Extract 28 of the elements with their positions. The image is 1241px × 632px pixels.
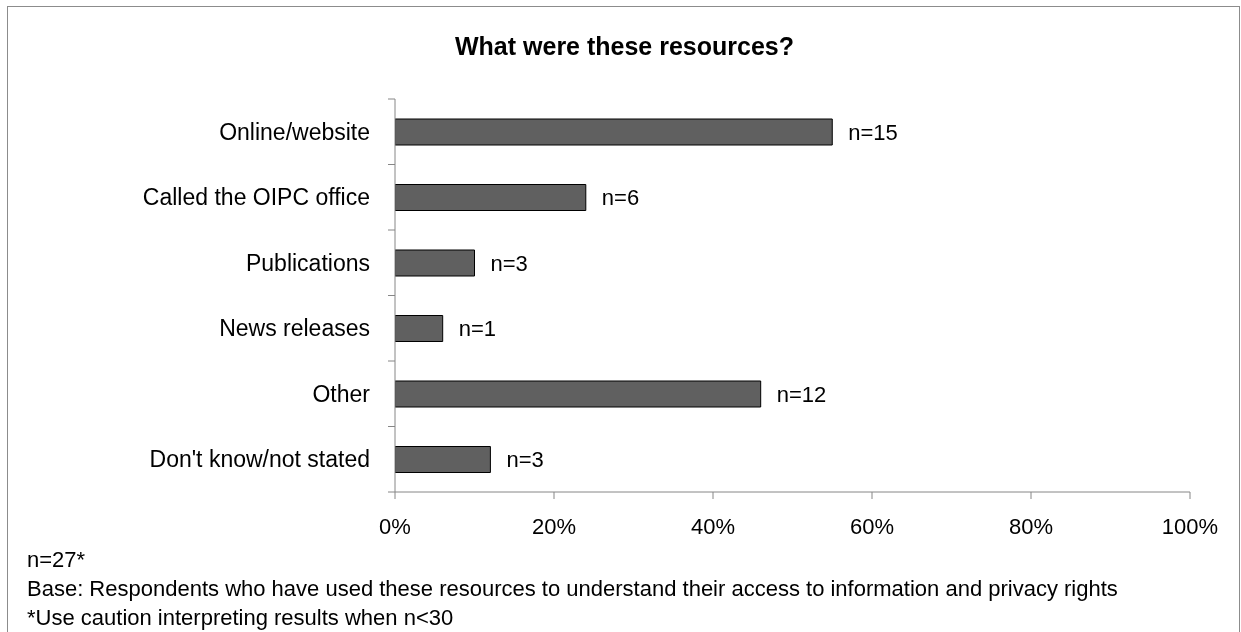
x-tick-label: 100%: [1161, 513, 1219, 539]
chart-title: What were these resources?: [454, 31, 795, 61]
annotation: n=1: [458, 316, 497, 342]
bar: [395, 446, 491, 473]
y-tick-label: News releases: [219, 315, 370, 342]
annotation: n=12: [776, 381, 827, 407]
y-tick-label: Don't know/not stated: [149, 446, 370, 473]
annotation: n=15: [848, 119, 898, 145]
annotation: n=6: [601, 185, 640, 211]
bar: [395, 315, 444, 342]
y-tick-label: Publications: [245, 249, 370, 276]
x-tick-label: 80%: [1008, 513, 1054, 539]
x-tick-label: 40%: [690, 513, 736, 539]
bar: [395, 184, 587, 211]
annotation: n=3: [490, 250, 528, 276]
y-tick-label: Online/website: [219, 118, 370, 145]
text: n=27*: [27, 547, 86, 572]
bar: [395, 118, 833, 146]
bar: [395, 380, 762, 408]
x-tick-label: 0%: [379, 513, 411, 539]
x-tick-label: 60%: [849, 513, 895, 539]
y-tick-label: Called the OIPC office: [142, 184, 370, 211]
text: Base: Respondents who have used these resources to understand their access to information and privacy rights: [27, 576, 1118, 601]
bar: [395, 249, 475, 277]
x-tick-label: 20%: [531, 513, 577, 539]
annotation: n=3: [506, 447, 544, 473]
y-tick-label: Other: [312, 380, 371, 407]
text: *Use caution interpreting results when n<30: [27, 605, 454, 630]
